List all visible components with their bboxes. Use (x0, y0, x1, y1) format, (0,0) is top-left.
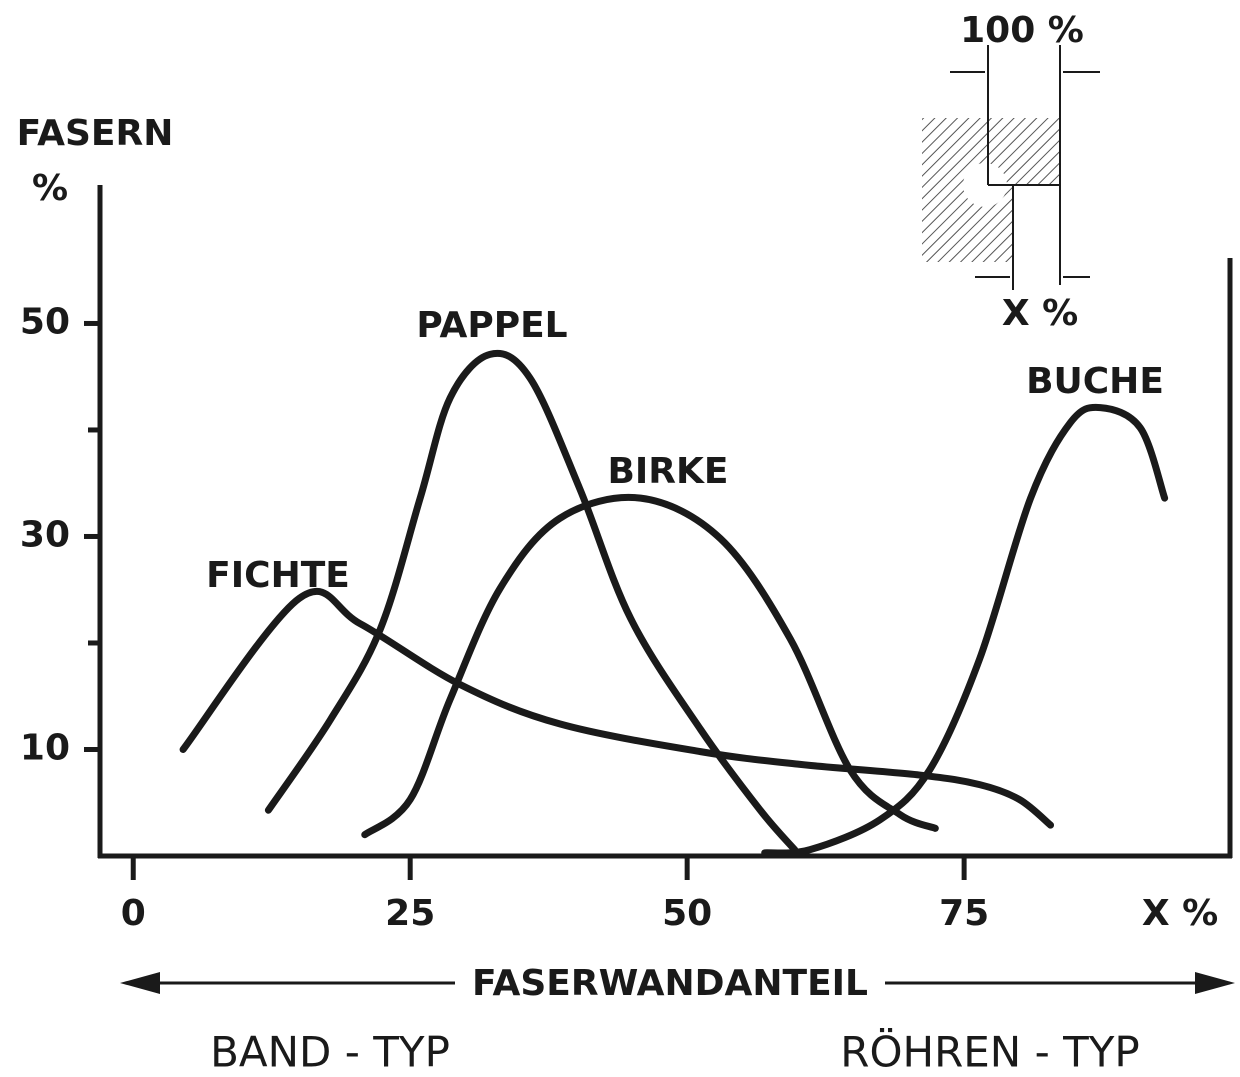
inset: 100 % X % (922, 10, 1100, 334)
y-label: % (32, 168, 68, 209)
series-label: BIRKE (607, 451, 728, 492)
y-tick-label: 50 (20, 301, 70, 342)
x-tick-label: 25 (385, 893, 435, 934)
x-tick-label: 0 (121, 893, 146, 934)
x-tick-label: 50 (662, 893, 712, 934)
series-line (765, 407, 1165, 853)
series-line (268, 353, 794, 849)
inset-label: 100 % (960, 10, 1084, 51)
right-caption: RÖHREN - TYP (840, 1027, 1139, 1077)
series-label: FICHTE (206, 555, 350, 596)
x-label: X % (1142, 893, 1218, 934)
y-tick-label: 10 (20, 727, 70, 768)
series-label: PAPPEL (416, 305, 567, 346)
series-label: BUCHE (1026, 361, 1164, 402)
y-label: FASERN (17, 113, 174, 154)
chart: 100 % X % FASERN % X % FASERWANDANTEIL B… (0, 0, 1240, 1077)
x-tick-label: 75 (939, 893, 989, 934)
axis-caption: FASERWANDANTEIL (472, 963, 868, 1004)
left-caption: BAND - TYP (210, 1028, 450, 1077)
series-line (183, 591, 1050, 825)
y-tick-label: 30 (20, 514, 70, 555)
inset-label: X % (1002, 293, 1078, 334)
series-line (365, 497, 936, 834)
